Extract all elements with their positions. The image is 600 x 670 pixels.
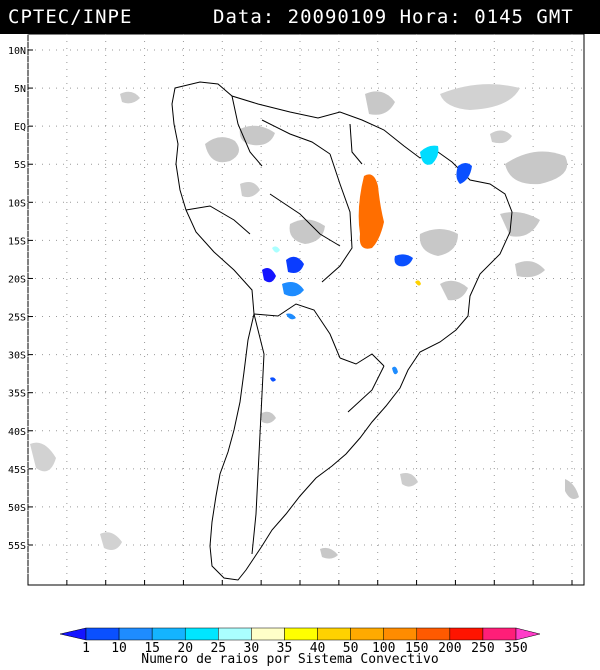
legend-swatch: [59, 627, 87, 641]
legend-value: 35: [277, 641, 293, 656]
legend-value: 200: [438, 641, 461, 656]
longitude-labels: 100W 95W 90W 85W 80W 75W 70W 65W 60W 55W 50W 45W 40W…: [16, 589, 582, 590]
legend-swatch: [416, 627, 451, 641]
lat-tick-label: EQ: [14, 122, 26, 133]
lat-tick-label: 10S: [8, 198, 26, 209]
legend-swatch: [85, 627, 120, 641]
legend-value: 20: [177, 641, 193, 656]
date-time-label: Data: 20090109 Hora: 0145 GMT: [213, 6, 574, 28]
lon-tick-label: 45W: [446, 589, 465, 590]
lat-tick-label: 10N: [8, 46, 26, 57]
lat-tick-label: 15S: [8, 236, 26, 247]
legend-caption: Numero de raios por Sistema Convectivo: [141, 652, 438, 667]
legend-swatch: [449, 627, 484, 641]
lat-tick-label: 30S: [8, 351, 26, 362]
legend-value: 350: [504, 641, 527, 656]
lat-tick-label: 35S: [8, 389, 26, 400]
legend-swatch: [515, 627, 541, 641]
lat-tick-label: 20S: [8, 274, 26, 285]
lon-tick-label: 50W: [408, 589, 427, 590]
latitude-labels: 10N 5N EQ 5S 10S 15S 20S 25S 30S 35S 40S 45S 50S 55S: [8, 46, 26, 552]
lat-tick-label: 45S: [8, 465, 26, 476]
legend-swatch: [482, 627, 517, 641]
legend-value: 150: [405, 641, 428, 656]
lat-lon-grid: [27, 34, 584, 585]
lon-tick-label: 70W: [252, 589, 271, 590]
legend-value: 100: [372, 641, 395, 656]
title-bar: CPTEC/INPE Data: 20090109 Hora: 0145 GMT: [0, 0, 600, 34]
legend-swatch: [383, 627, 418, 641]
legend-value: 40: [310, 641, 326, 656]
legend-value: 50: [343, 641, 359, 656]
lon-tick-label: 100W: [16, 589, 41, 590]
lon-tick-label: 35W: [524, 589, 543, 590]
legend-value: 15: [144, 641, 160, 656]
lat-tick-label: 5S: [14, 160, 26, 171]
source-label: CPTEC/INPE: [8, 6, 133, 28]
legend-swatch: [350, 627, 384, 641]
lat-tick-label: 50S: [8, 503, 26, 514]
legend-swatch: [317, 627, 351, 641]
lon-tick-label: 30W: [563, 589, 582, 590]
legend-value: 250: [471, 641, 494, 656]
lon-tick-label: 85W: [136, 589, 155, 590]
lon-tick-label: 90W: [97, 589, 116, 590]
color-scale-bar: [59, 627, 541, 641]
convective-systems: [262, 145, 472, 382]
legend-swatch: [151, 627, 186, 641]
lon-tick-label: 75W: [213, 589, 232, 590]
color-scale-legend: 1 10 15 20 25 30 35 40 50 100 150 200 250 350 Numero …: [59, 627, 541, 667]
legend-swatch: [218, 627, 252, 641]
coastline-and-borders: [171, 81, 513, 581]
lon-tick-label: 80W: [174, 589, 193, 590]
lat-tick-label: 40S: [8, 427, 26, 438]
legend-swatch: [118, 627, 153, 641]
legend-value: 30: [244, 641, 260, 656]
lon-tick-label: 65W: [291, 589, 310, 590]
legend-swatch: [251, 627, 285, 641]
legend-swatch: [284, 627, 318, 641]
lon-tick-label: 60W: [330, 589, 349, 590]
legend-value: 10: [111, 641, 127, 656]
lat-tick-label: 5N: [14, 84, 26, 95]
color-scale-labels: 1 10 15 20 25 30 35 40 50 100 150 200 250 350: [82, 641, 528, 656]
lon-tick-label: 55W: [369, 589, 388, 590]
lon-tick-label: 40W: [485, 589, 504, 590]
lat-tick-label: 25S: [8, 313, 26, 324]
map-frame: [27, 34, 585, 586]
legend-value: 25: [210, 641, 226, 656]
lon-tick-label: 95W: [58, 589, 77, 590]
legend-swatch: [184, 627, 219, 641]
lat-tick-label: 55S: [8, 541, 26, 552]
legend-value: 1: [82, 641, 90, 656]
lightning-map: 10N5NEQ5S10S15S20S25S30S35S40S45S50S55S …: [8, 34, 585, 590]
